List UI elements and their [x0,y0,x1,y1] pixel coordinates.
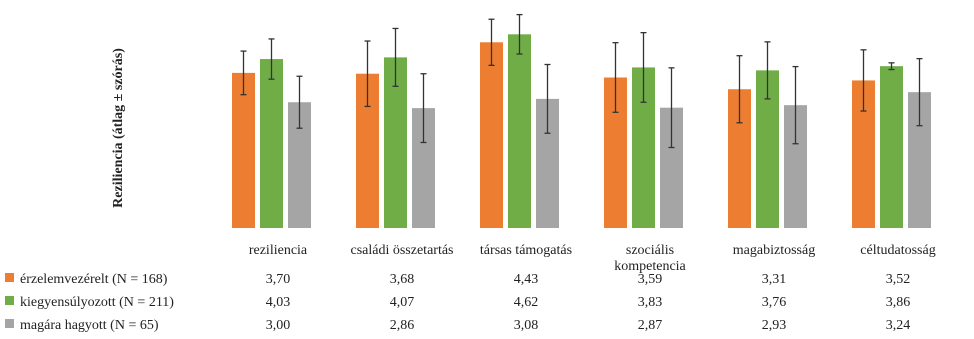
bar-0-0 [232,72,255,228]
value-cell-1-3: 3,83 [638,295,663,310]
value-cell-1-2: 4,62 [514,295,539,310]
value-cell-2-2: 3,08 [514,318,539,333]
bar-0-1 [356,73,379,228]
y-axis-label: Reziliencia (átlag ± szórás) [111,48,126,208]
value-cell-2-0: 3,00 [266,318,291,333]
value-cell-1-1: 4,07 [390,295,415,310]
category-label-2: társas támogatás [480,243,572,258]
value-cell-1-5: 3,86 [886,295,911,310]
value-cell-0-5: 3,52 [886,272,911,287]
legend-label-0: érzelemvezérelt (N = 168) [20,272,168,287]
legend-label-1: kiegyensúlyozott (N = 211) [20,295,174,310]
bar-1-2 [508,34,531,228]
bar-2-2 [536,98,559,228]
bar-2-4 [784,105,807,228]
legend-swatch-0 [5,273,14,282]
value-cell-2-5: 3,24 [886,318,911,333]
value-cell-1-4: 3,76 [762,295,787,310]
category-label-3: szociális kompetencia [614,243,686,274]
bar-0-2 [480,42,503,229]
value-cell-0-3: 3,59 [638,272,663,287]
value-cell-2-3: 2,87 [638,318,663,333]
bar-1-4 [756,70,779,228]
bar-0-5 [852,80,875,228]
bar-2-5 [908,92,931,229]
bars-group [232,13,931,229]
legend-label-2: magára hagyott (N = 65) [20,318,159,333]
bar-2-3 [660,107,683,228]
value-cell-2-4: 2,93 [762,318,787,333]
value-cell-0-2: 4,43 [514,272,539,287]
bar-2-1 [412,108,435,228]
bar-1-5 [880,66,903,228]
data-table: reziliencia családi összetartás társas tám… [5,243,936,333]
bar-0-4 [728,89,751,228]
value-cell-0-4: 3,31 [762,272,787,287]
category-label-0: reziliencia [249,243,308,258]
category-label-4: magabiztosság [733,243,815,258]
bar-1-1 [384,57,407,228]
bar-1-0 [260,59,283,228]
category-label-5: céltudatosság [860,243,935,258]
value-cell-0-1: 3,68 [390,272,415,287]
value-cell-1-0: 4,03 [266,295,291,310]
legend-swatch-2 [5,319,14,328]
category-label-1: családi összetartás [350,243,453,258]
value-cell-2-1: 2,86 [390,318,415,333]
bar-1-3 [632,67,655,228]
value-cell-0-0: 3,70 [266,272,291,287]
bar-0-3 [604,77,627,228]
bar-2-0 [288,102,311,228]
legend-swatch-1 [5,296,14,305]
